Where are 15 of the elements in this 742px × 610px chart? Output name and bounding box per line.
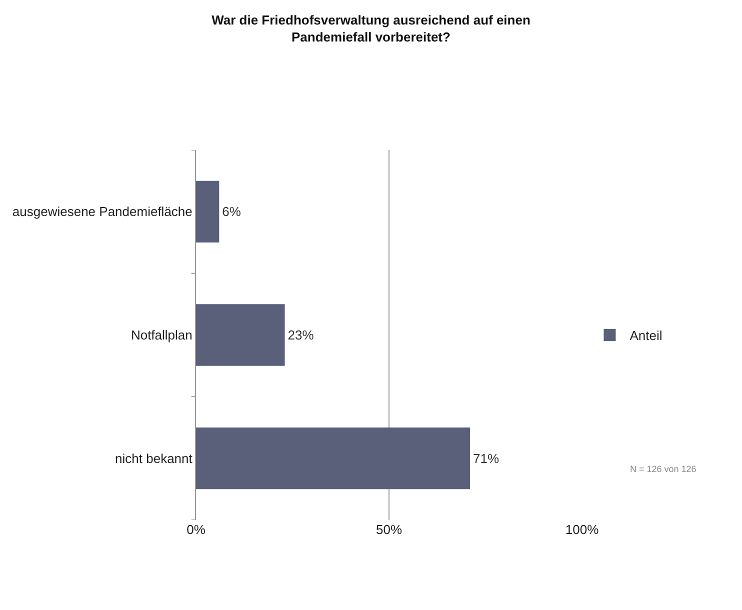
y-tick-label: ausgewiesene Pandemiefläche [12, 204, 192, 220]
bar [196, 304, 285, 366]
text: N = 126 von 126 [630, 464, 696, 474]
data-label: 23% [288, 328, 314, 342]
bar [196, 428, 470, 490]
data-label: 71% [473, 450, 500, 466]
chart-title: War die Friedhofsverwaltung ausreichend auf einen Pandemiefall vorbereitet? [212, 12, 530, 44]
x-tick-label: 100% [565, 522, 600, 537]
data-label: 6% [222, 204, 242, 220]
y-tick-label: Notfallplan [130, 328, 192, 343]
x-tick-label: 50% [376, 522, 402, 537]
legend-label: Anteil [630, 328, 662, 344]
y-tick-label: nicht bekannt [115, 450, 193, 466]
bar [196, 180, 220, 242]
x-tick-label: 0% [186, 522, 206, 537]
